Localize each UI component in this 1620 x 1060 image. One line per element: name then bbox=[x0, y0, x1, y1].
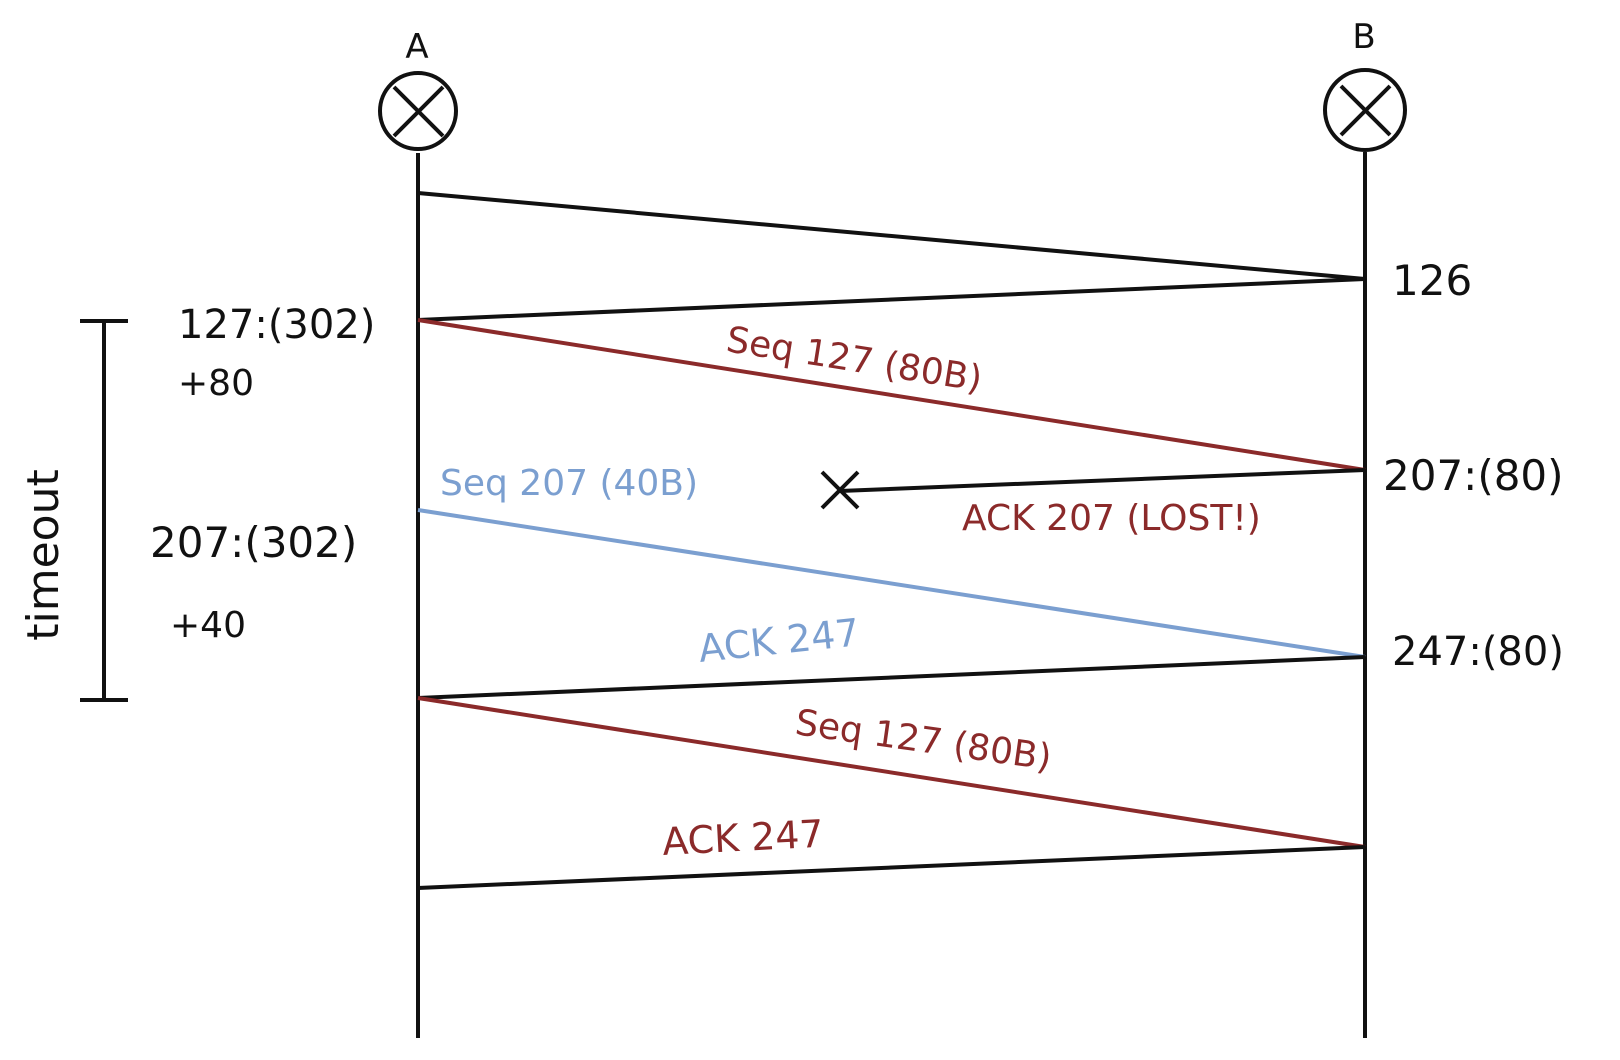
msg-label-ack207: ACK 207 (LOST!) bbox=[962, 498, 1261, 539]
msg-label-seq207: Seq 207 (40B) bbox=[440, 463, 698, 504]
msg-line-seq207 bbox=[417, 508, 1366, 659]
host-b-icon bbox=[1323, 68, 1407, 152]
b-annotation-1: 207:(80) bbox=[1383, 451, 1564, 500]
host-b-label: B bbox=[1352, 17, 1375, 57]
a-annotation-2: 207:(302) bbox=[150, 518, 357, 567]
msg-label-seq127-retransmit: Seq 127 (80B) bbox=[793, 702, 1054, 779]
msg-line-ack207-lost bbox=[839, 468, 1366, 493]
msg-line-ack247-second bbox=[417, 845, 1366, 890]
host-a-label: A bbox=[405, 27, 428, 67]
msg-label-ack247-first: ACK 247 bbox=[696, 610, 861, 671]
timeout-label: timeout bbox=[18, 469, 69, 640]
msg-line-ack247-first bbox=[417, 655, 1366, 700]
b-annotation-2: 247:(80) bbox=[1392, 629, 1564, 675]
x-icon bbox=[820, 470, 860, 510]
msg-line-initial bbox=[417, 191, 1366, 281]
a-annotation-1: 127:(302) bbox=[178, 302, 375, 348]
host-a-icon bbox=[378, 71, 458, 151]
a-annotation-2-plus: +40 bbox=[170, 605, 246, 646]
b-annotation-0: 126 bbox=[1392, 256, 1472, 305]
a-annotation-1-plus: +80 bbox=[178, 363, 254, 404]
msg-line-seq127 bbox=[417, 318, 1366, 472]
msg-label-ack247-second: ACK 247 bbox=[661, 812, 824, 864]
msg-line-reply-126 bbox=[417, 277, 1366, 322]
msg-line-seq127-retransmit bbox=[417, 696, 1366, 849]
timeout-bracket bbox=[80, 319, 128, 702]
